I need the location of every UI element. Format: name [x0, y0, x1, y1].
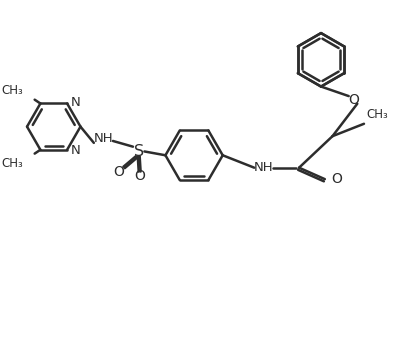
- Text: N: N: [71, 144, 81, 157]
- Text: O: O: [113, 165, 124, 178]
- Text: NH: NH: [93, 132, 113, 145]
- Text: CH₃: CH₃: [367, 108, 388, 121]
- Text: O: O: [134, 169, 145, 183]
- Text: O: O: [332, 172, 342, 186]
- Text: NH: NH: [254, 161, 273, 174]
- Text: CH₃: CH₃: [2, 157, 23, 170]
- Text: CH₃: CH₃: [2, 84, 23, 96]
- Text: O: O: [348, 93, 359, 107]
- Text: N: N: [71, 96, 81, 109]
- Text: S: S: [134, 144, 144, 159]
